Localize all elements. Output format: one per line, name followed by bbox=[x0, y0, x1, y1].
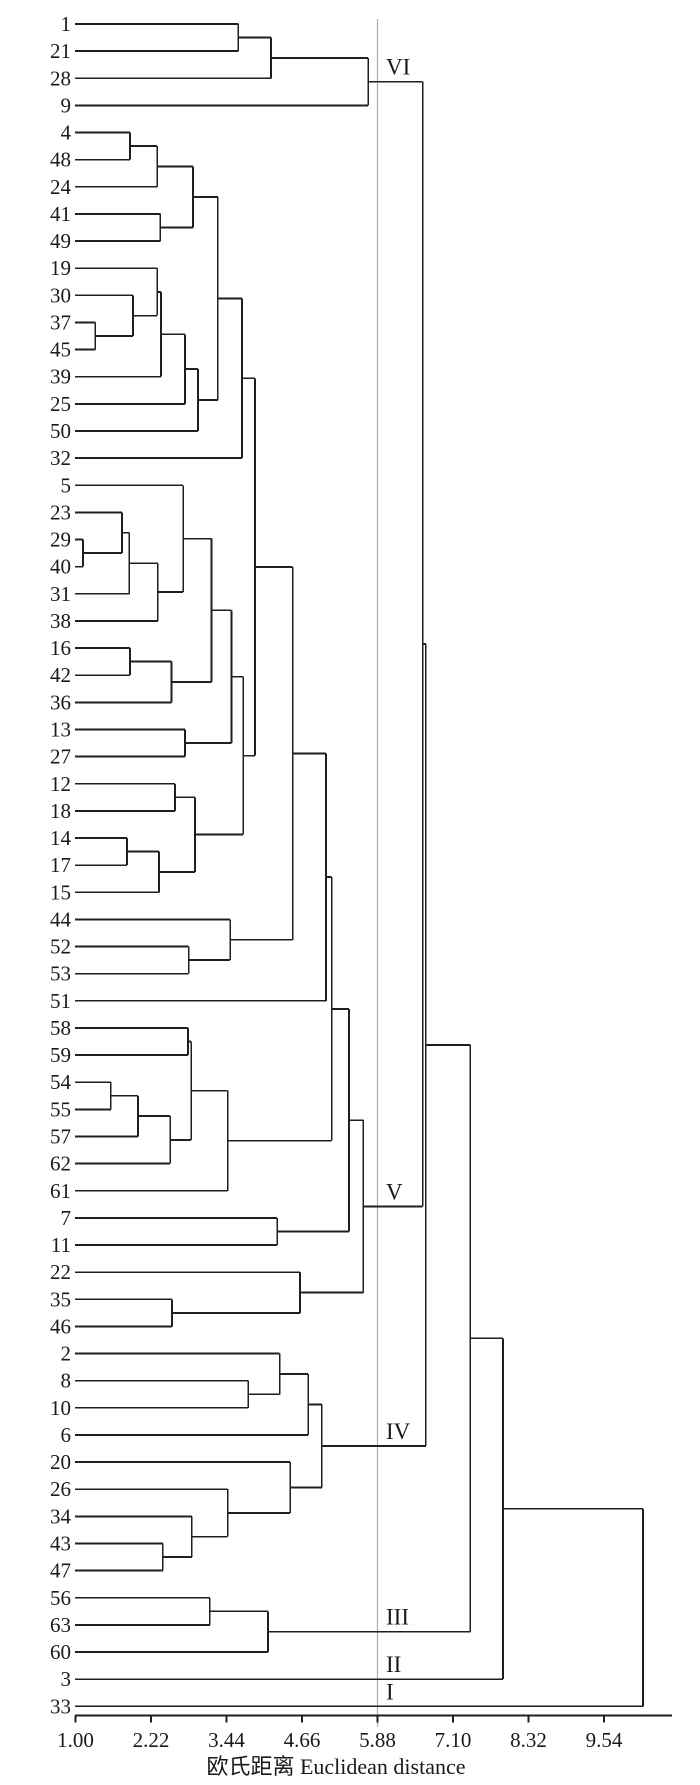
leaf-label: 41 bbox=[50, 202, 71, 226]
leaf-label: 15 bbox=[50, 880, 71, 904]
leaf-label: 6 bbox=[61, 1423, 72, 1447]
leaf-label: 63 bbox=[50, 1613, 71, 1637]
leaf-label: 59 bbox=[50, 1043, 71, 1067]
leaf-label: 39 bbox=[50, 365, 71, 389]
leaf-label: 17 bbox=[50, 853, 71, 877]
leaf-label: 35 bbox=[50, 1287, 71, 1311]
cluster-label: V bbox=[386, 1179, 403, 1204]
leaf-label: 56 bbox=[50, 1586, 71, 1610]
leaf-label: 54 bbox=[50, 1070, 72, 1094]
leaf-label: 2 bbox=[61, 1342, 72, 1366]
leaf-label: 51 bbox=[50, 989, 71, 1013]
leaf-label: 19 bbox=[50, 256, 71, 280]
leaf-label: 20 bbox=[50, 1450, 71, 1474]
leaf-label: 61 bbox=[50, 1179, 71, 1203]
leaf-label: 27 bbox=[50, 745, 71, 769]
leaf-label: 38 bbox=[50, 609, 71, 633]
cluster-label: III bbox=[386, 1605, 409, 1630]
leaf-label: 21 bbox=[50, 39, 71, 63]
leaf-label: 50 bbox=[50, 419, 71, 443]
leaf-label: 49 bbox=[50, 229, 71, 253]
leaf-label: 24 bbox=[50, 175, 72, 199]
leaf-label: 62 bbox=[50, 1152, 71, 1176]
leaf-label: 1 bbox=[61, 12, 72, 36]
leaf-label: 32 bbox=[50, 446, 71, 470]
leaf-label: 47 bbox=[50, 1559, 71, 1583]
leaf-label: 3 bbox=[61, 1667, 72, 1691]
axis-tick-label: 2.22 bbox=[133, 1728, 170, 1752]
leaf-label: 26 bbox=[50, 1477, 71, 1501]
cluster-label: VI bbox=[386, 55, 410, 80]
leaf-label: 16 bbox=[50, 636, 71, 660]
dendrogram-lines bbox=[75, 23, 644, 1708]
axis-tick-label: 5.88 bbox=[359, 1728, 396, 1752]
axis-tick-label: 9.54 bbox=[586, 1728, 623, 1752]
leaf-label: 5 bbox=[61, 473, 72, 497]
leaf-label: 58 bbox=[50, 1016, 71, 1040]
leaf-label: 12 bbox=[50, 772, 71, 796]
axis-tick-label: 8.32 bbox=[510, 1728, 547, 1752]
leaf-label: 40 bbox=[50, 555, 71, 579]
leaf-label: 11 bbox=[51, 1233, 71, 1257]
leaf-label: 8 bbox=[61, 1369, 72, 1393]
leaf-label: 44 bbox=[50, 907, 72, 931]
leaf-label: 4 bbox=[61, 121, 72, 145]
leaf-label: 9 bbox=[61, 93, 72, 117]
leaf-label: 33 bbox=[50, 1694, 71, 1718]
leaf-label: 37 bbox=[50, 310, 71, 334]
leaf-label: 45 bbox=[50, 338, 71, 362]
axis-tick-label: 3.44 bbox=[208, 1728, 245, 1752]
axis-tick-label: 7.10 bbox=[435, 1728, 472, 1752]
leaf-label: 46 bbox=[50, 1314, 71, 1338]
leaf-label: 60 bbox=[50, 1640, 71, 1664]
leaf-label: 14 bbox=[50, 826, 72, 850]
cluster-label: II bbox=[386, 1652, 401, 1677]
leaf-label: 29 bbox=[50, 528, 71, 552]
leaf-label: 34 bbox=[50, 1504, 72, 1528]
leaf-label: 55 bbox=[50, 1097, 71, 1121]
axis-tick-label: 1.00 bbox=[57, 1728, 94, 1752]
leaf-label: 43 bbox=[50, 1532, 71, 1556]
x-axis-title: 欧氏距离 Euclidean distance bbox=[206, 1754, 465, 1779]
leaf-label: 23 bbox=[50, 500, 71, 524]
cluster-label: IV bbox=[386, 1419, 411, 1444]
leaf-label: 31 bbox=[50, 582, 71, 606]
leaf-label: 7 bbox=[61, 1206, 72, 1230]
leaf-label: 42 bbox=[50, 663, 71, 687]
leaf-label: 10 bbox=[50, 1396, 71, 1420]
axis-tick-label: 4.66 bbox=[284, 1728, 321, 1752]
leaf-label: 13 bbox=[50, 717, 71, 741]
leaf-label: 30 bbox=[50, 283, 71, 307]
leaf-label: 57 bbox=[50, 1124, 71, 1148]
leaf-label: 22 bbox=[50, 1260, 71, 1284]
leaf-label: 18 bbox=[50, 799, 71, 823]
leaf-label: 53 bbox=[50, 962, 71, 986]
leaf-label: 36 bbox=[50, 690, 71, 714]
leaf-label: 52 bbox=[50, 935, 71, 959]
leaf-label: 25 bbox=[50, 392, 71, 416]
leaf-label: 28 bbox=[50, 66, 71, 90]
leaf-label: 48 bbox=[50, 148, 71, 172]
cluster-label: I bbox=[386, 1679, 394, 1704]
